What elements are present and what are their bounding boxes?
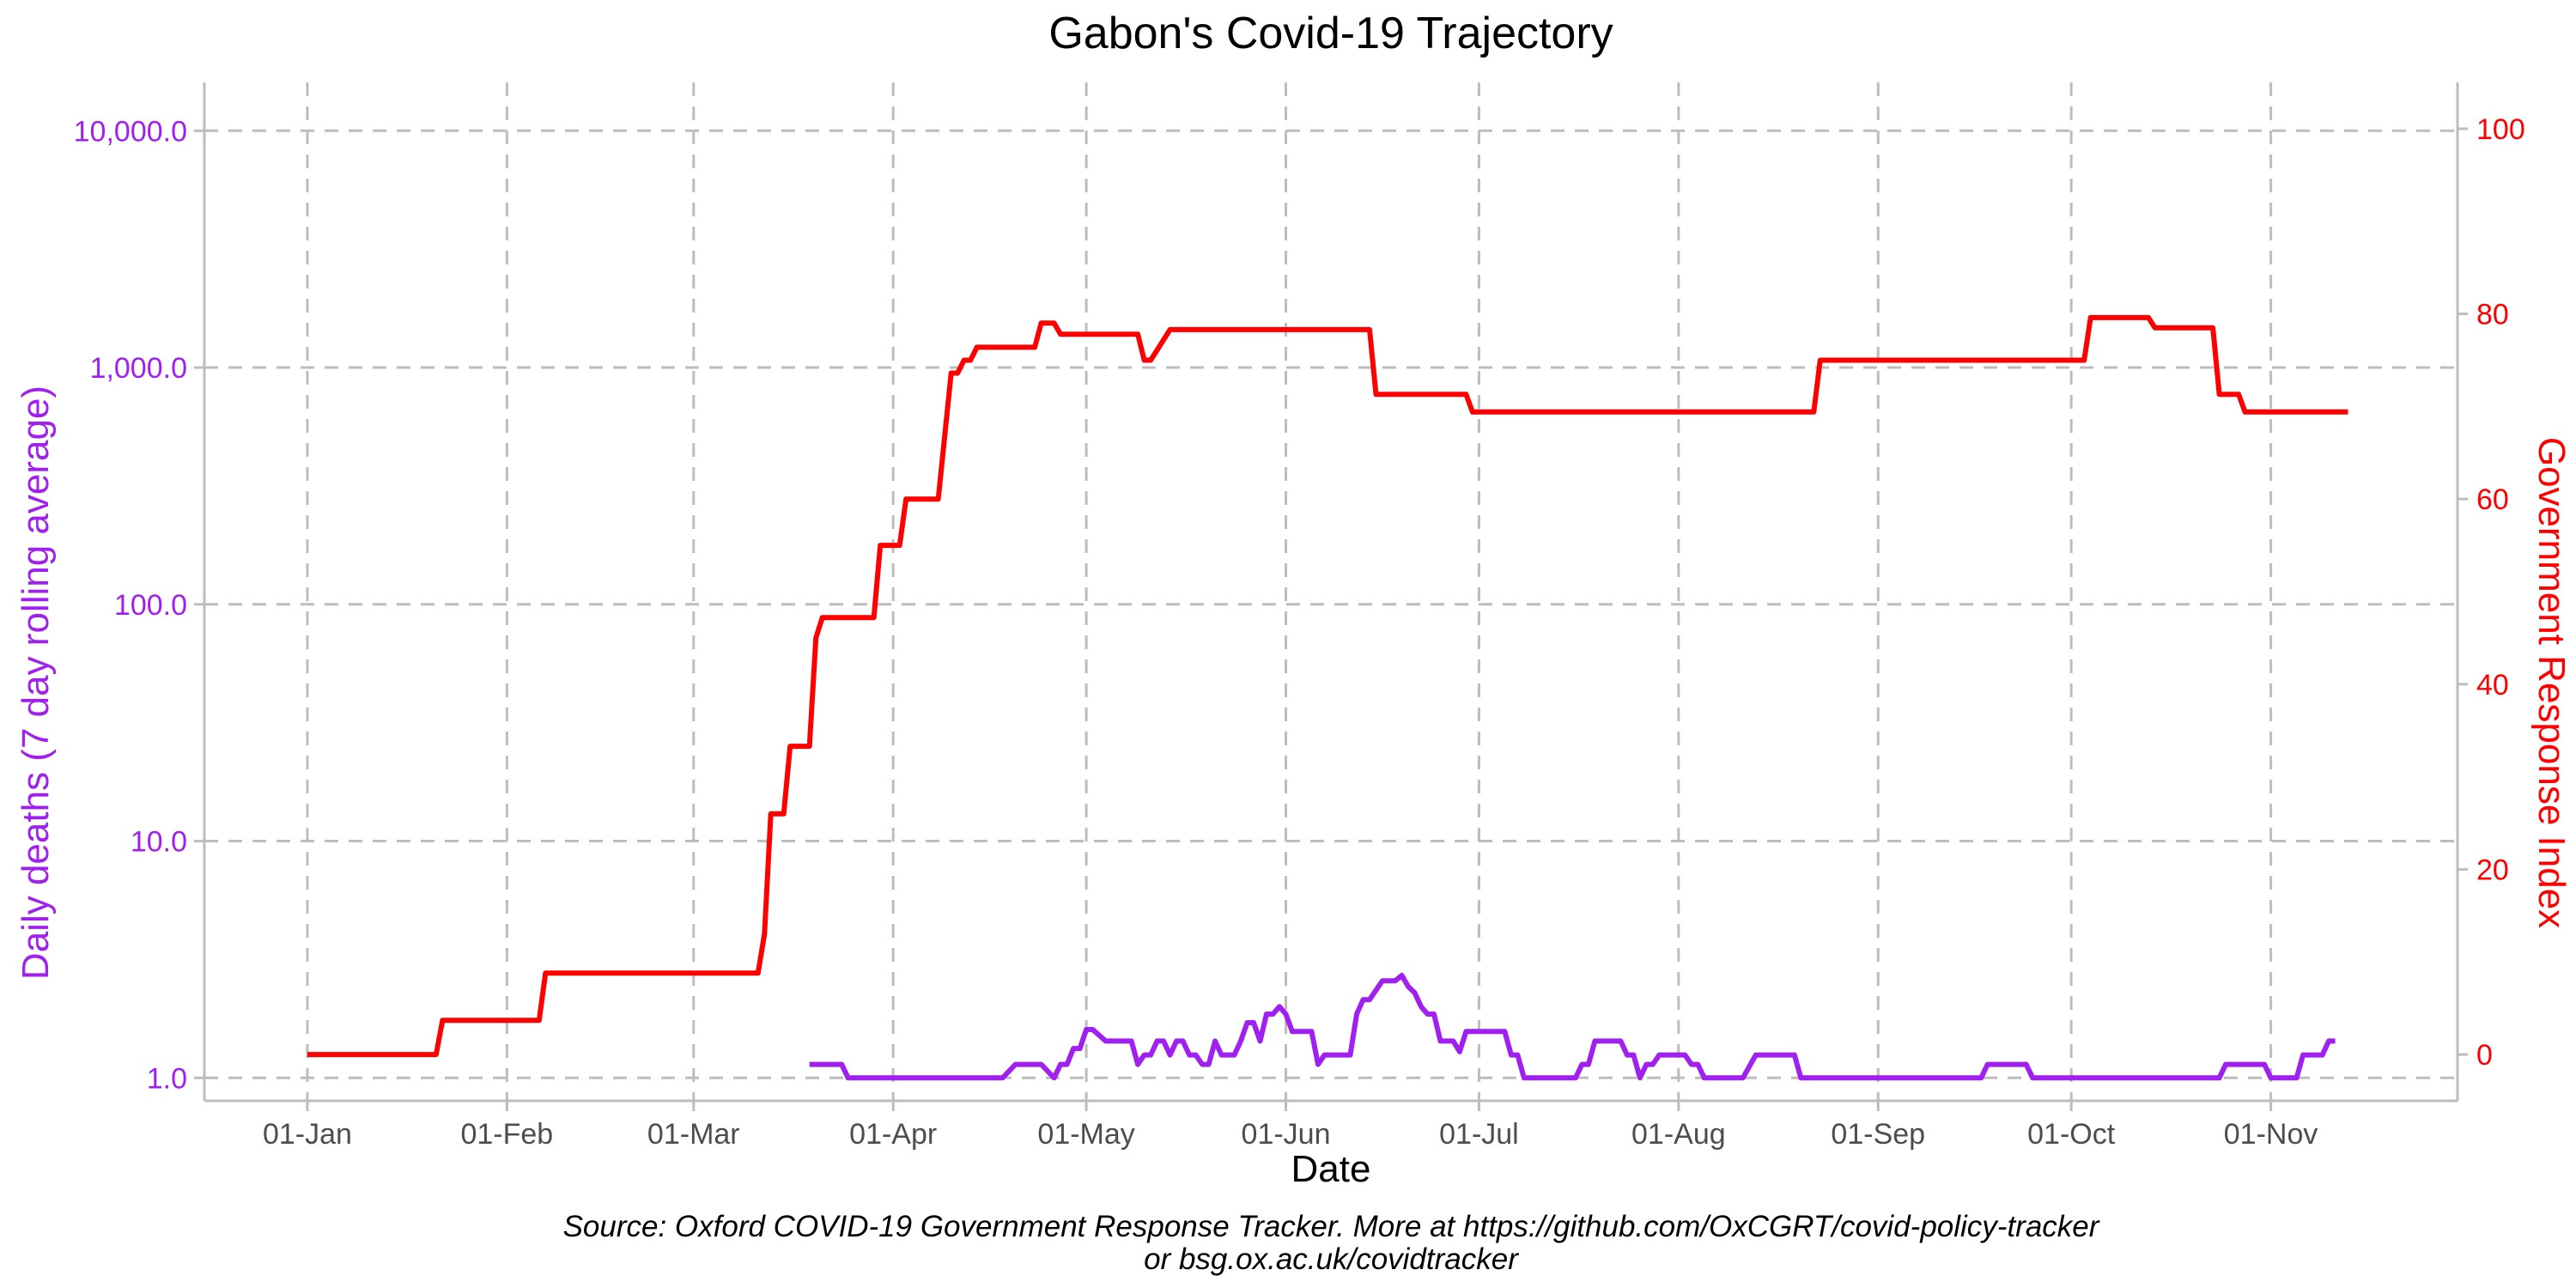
right-y-tick-label: 20 — [2476, 854, 2509, 886]
axes-layer — [203, 82, 2459, 1103]
ticks-layer: 1.0 10.0 100.0 1,000.0 10,000.0 0 20 40 60 80 100 0… — [74, 113, 2525, 1151]
x-tick-label: 01-Jun — [1242, 1118, 1331, 1151]
left-y-tick-label: 1.0 — [147, 1062, 187, 1095]
series-layer — [307, 314, 2348, 1081]
right-y-tick-label: 60 — [2476, 483, 2509, 516]
right-y-tick-label: 0 — [2476, 1039, 2493, 1072]
source-caption-line-2: or bsg.ox.ac.uk/covidtracker — [1144, 1242, 1519, 1276]
right-y-tick-label: 80 — [2476, 299, 2509, 331]
left-y-tick-label: 10.0 — [131, 826, 187, 859]
right-y-axis-title: Government Response Index — [2530, 437, 2573, 928]
x-tick-label: 01-Jul — [1439, 1118, 1519, 1151]
daily-deaths-line — [809, 972, 2336, 1081]
right-y-tick-label: 40 — [2476, 669, 2509, 702]
left-y-axis-title: Daily deaths (7 day rolling average) — [15, 386, 57, 980]
x-tick-label: 01-Oct — [2027, 1118, 2116, 1151]
x-tick-label: 01-Jan — [263, 1118, 352, 1151]
left-y-tick-label: 100.0 — [114, 589, 187, 622]
x-tick-label: 01-Mar — [647, 1118, 740, 1151]
x-tick-label: 01-Feb — [460, 1118, 553, 1151]
government-response-index-line — [307, 314, 2348, 1058]
grid-layer — [204, 82, 2458, 1101]
x-tick-label: 01-Sep — [1831, 1118, 1925, 1151]
right-y-tick-label: 100 — [2476, 113, 2525, 146]
source-caption-line-1: Source: Oxford COVID-19 Government Respo… — [563, 1210, 2100, 1243]
x-tick-label: 01-May — [1037, 1118, 1134, 1151]
x-tick-label: 01-Nov — [2224, 1118, 2318, 1151]
left-y-tick-label: 1,000.0 — [90, 352, 187, 385]
left-y-tick-label: 10,000.0 — [74, 115, 187, 148]
x-tick-label: 01-Apr — [849, 1118, 937, 1151]
chart-title: Gabon's Covid-19 Trajectory — [1048, 9, 1613, 58]
x-tick-label: 01-Aug — [1631, 1118, 1726, 1151]
x-axis-title: Date — [1291, 1148, 1371, 1190]
